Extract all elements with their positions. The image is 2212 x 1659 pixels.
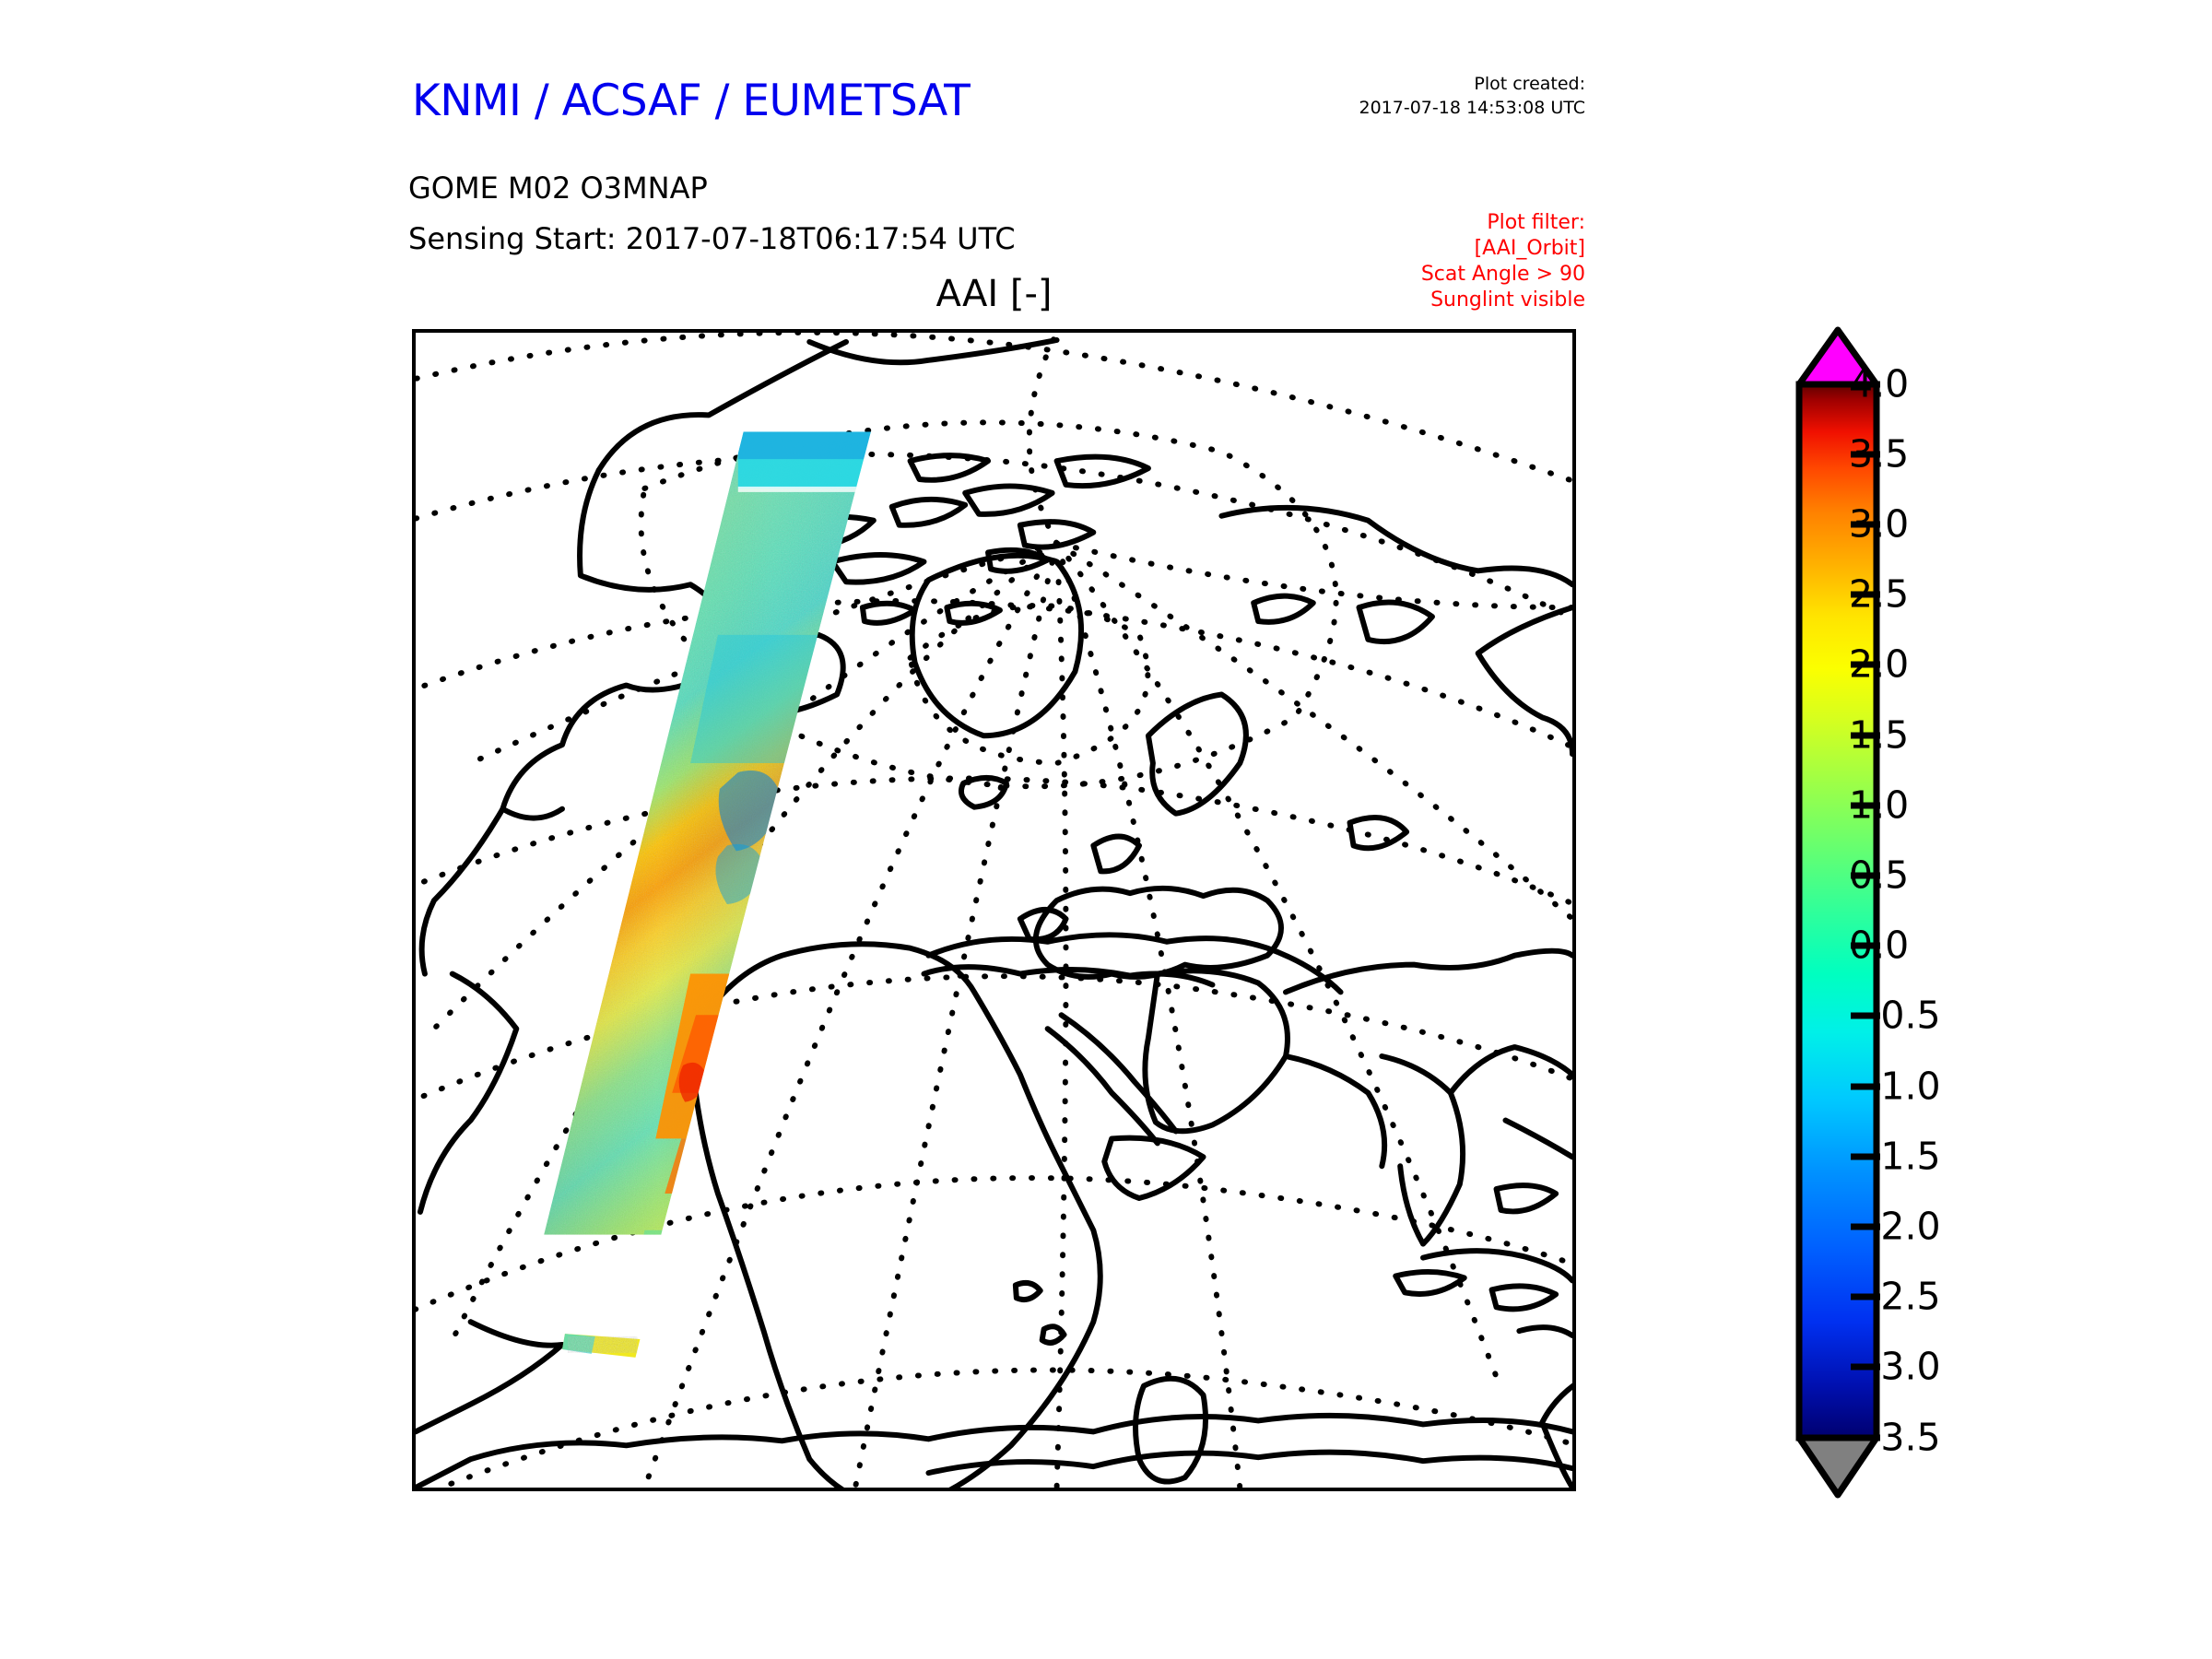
plot-filter-line-2: Scat Angle > 90: [1420, 263, 1585, 286]
colorbar-canvas: [1795, 326, 1880, 1499]
colorbar-tick-label-0.0: 0.0: [1849, 923, 1910, 968]
colorbar-tick-label-3.5: 3.5: [1849, 431, 1910, 477]
coastline-group: [416, 336, 1572, 1488]
colorbar-tick-label-neg2.0: −2.0: [1849, 1204, 1941, 1249]
map-plot-area[interactable]: [412, 329, 1576, 1491]
graticule-group: [416, 333, 1572, 1488]
colorbar-ticks: [1851, 381, 1880, 1441]
plot-created-block: Plot created: 2017-07-18 14:53:08 UTC: [1327, 72, 1586, 120]
plot-created-label: Plot created:: [1474, 74, 1585, 94]
colorbar-tick-label-neg3.5: −3.5: [1849, 1415, 1941, 1460]
colorbar-tick-label-neg2.5: −2.5: [1849, 1274, 1941, 1319]
page-title: AAI [-]: [935, 273, 1053, 315]
colorbar-tick-label-neg1.5: −1.5: [1849, 1134, 1941, 1179]
map-canvas: [416, 333, 1572, 1488]
swath-fragment: [561, 1334, 641, 1358]
plot-created-value: 2017-07-18 14:53:08 UTC: [1359, 98, 1586, 118]
colorbar-under-arrow: [1795, 1434, 1880, 1499]
dataset-name: GOME M02 O3MNAP: [408, 171, 708, 206]
sensing-start-line: Sensing Start: 2017-07-18T06:17:54 UTC: [408, 221, 1016, 256]
colorbar-tick-label-0.5: 0.5: [1849, 853, 1910, 898]
colorbar-tick-label-neg0.5: −0.5: [1849, 993, 1941, 1038]
colorbar-tick-label-1.5: 1.5: [1849, 712, 1910, 758]
colorbar-tick-label-2.5: 2.5: [1849, 571, 1910, 617]
colorbar-tick-label-1.0: 1.0: [1849, 782, 1910, 828]
colorbar-tick-label-neg1.0: −1.0: [1849, 1064, 1941, 1109]
plot-filter-line-3: Sunglint visible: [1430, 288, 1585, 312]
colorbar-tick-label-2.0: 2.0: [1849, 641, 1910, 687]
colorbar-tick-label-3.0: 3.0: [1849, 501, 1910, 547]
colorbar[interactable]: 4.0 3.5 3.0 2.5 2.0 1.5 1.0 0.5 0.0 −0.5…: [1792, 323, 2179, 1512]
plot-filter-line-0: Plot filter:: [1487, 211, 1585, 234]
plot-filter-line-1: [AAI_Orbit]: [1474, 237, 1585, 260]
plot-filter-block: Plot filter: [AAI_Orbit] Scat Angle > 90…: [1272, 210, 1585, 313]
colorbar-tick-label-neg3.0: −3.0: [1849, 1344, 1941, 1389]
colorbar-tick-label-4.0: 4.0: [1849, 361, 1910, 406]
satellite-swath: [544, 431, 871, 1358]
organisation-title: KNMI / ACSAF / EUMETSAT: [412, 76, 971, 126]
